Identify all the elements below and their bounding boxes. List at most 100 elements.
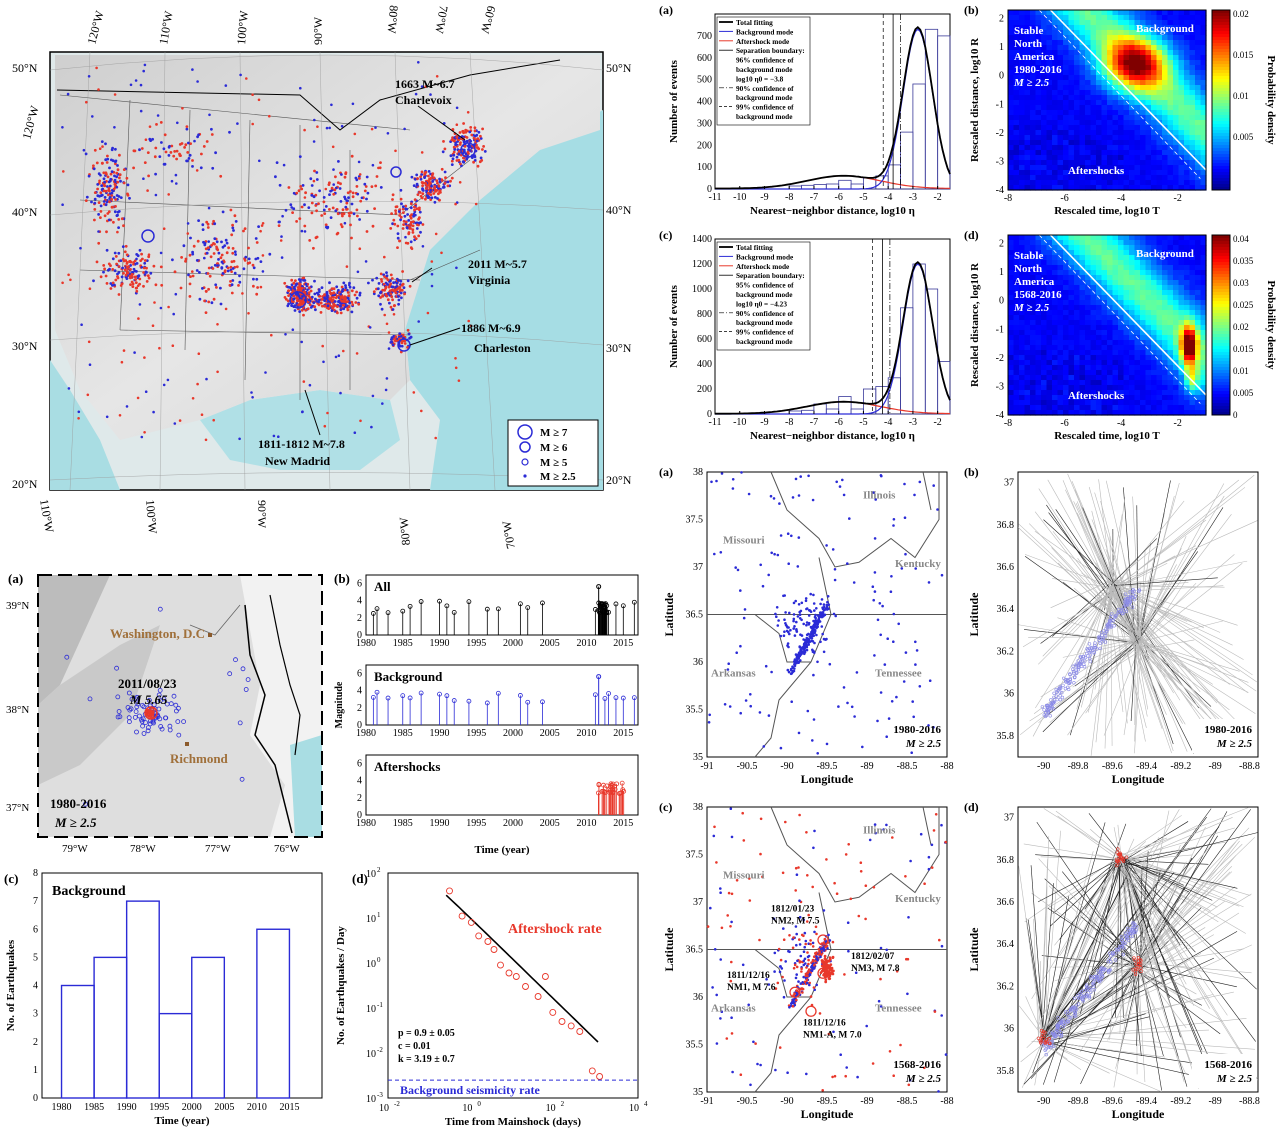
y-tick-label: -3 — [996, 156, 1004, 167]
earthquake-dot — [88, 75, 91, 78]
density-cell — [1113, 260, 1119, 266]
earthquake-dot — [421, 182, 424, 185]
earthquake-dot — [121, 361, 124, 364]
earthquake-dot — [279, 184, 282, 187]
earthquake-dot — [102, 271, 105, 274]
density-cell — [1102, 105, 1108, 111]
density-cell — [1151, 80, 1157, 86]
density-cell — [1157, 150, 1163, 156]
density-cell — [1102, 50, 1108, 56]
density-cell — [1102, 15, 1108, 21]
density-cell — [1190, 80, 1196, 86]
density-cell — [1058, 80, 1064, 86]
density-cell — [1118, 150, 1124, 156]
earthquake-dot — [107, 194, 110, 197]
density-cell — [1179, 55, 1185, 61]
density-cell — [1085, 115, 1091, 121]
density-cell — [1157, 70, 1163, 76]
density-cell — [1063, 65, 1069, 71]
earthquake-dot — [231, 252, 234, 255]
density-cell — [1030, 235, 1036, 241]
density-cell — [1069, 295, 1075, 301]
density-cell — [1107, 40, 1113, 46]
density-cell — [1146, 10, 1152, 16]
density-cell — [1014, 130, 1020, 136]
density-cell — [1124, 405, 1130, 411]
density-cell — [1063, 255, 1069, 261]
earthquake-dot — [97, 230, 100, 233]
density-cell — [1146, 85, 1152, 91]
density-cell — [1190, 285, 1196, 291]
density-cell — [1151, 365, 1157, 371]
panel-label: (c) — [659, 228, 672, 242]
density-cell — [1184, 65, 1190, 71]
density-cell — [1124, 25, 1130, 31]
earthquake-dot — [447, 185, 450, 188]
earthquake-dot — [339, 305, 342, 308]
density-cell — [1184, 40, 1190, 46]
colorbar-cell — [1212, 247, 1230, 251]
earthquake-dot — [328, 289, 331, 292]
density-cell — [1118, 270, 1124, 276]
density-cell — [1036, 100, 1042, 106]
density-cell — [1063, 60, 1069, 66]
density-cell — [1179, 70, 1185, 76]
earthquake-dot — [405, 208, 408, 211]
density-cell — [1052, 270, 1058, 276]
colorbar-cell — [1212, 151, 1230, 155]
density-cell — [1091, 70, 1097, 76]
density-cell — [1069, 115, 1075, 121]
x-tick-label: -10 — [733, 192, 746, 203]
density-cell — [1135, 265, 1141, 271]
density-cell — [1074, 120, 1080, 126]
density-cell — [1052, 255, 1058, 261]
density-cell — [1190, 240, 1196, 246]
earthquake-dot — [61, 126, 64, 129]
density-cell — [1168, 155, 1174, 161]
density-cell — [1162, 90, 1168, 96]
density-cell — [1019, 100, 1025, 106]
background-region-label: Background — [1136, 248, 1194, 260]
earthquake-dot — [112, 159, 115, 162]
density-cell — [1151, 405, 1157, 411]
density-cell — [1113, 100, 1119, 106]
colorbar-tick-label: 0.02 — [1233, 9, 1249, 19]
density-cell — [1019, 335, 1025, 341]
earthquake-dot — [115, 160, 118, 163]
density-cell — [1113, 365, 1119, 371]
earthquake-dot — [160, 266, 163, 269]
density-cell — [1135, 350, 1141, 356]
colorbar-cell — [1212, 184, 1230, 188]
earthquake-dot — [61, 282, 64, 285]
density-cell — [1091, 365, 1097, 371]
density-cell — [1113, 255, 1119, 261]
earthquake-dot — [459, 131, 462, 134]
density-cell — [1096, 320, 1102, 326]
earthquake-dot — [118, 154, 121, 157]
earthquake-dot — [69, 279, 72, 282]
earthquake-dot — [442, 186, 445, 189]
earthquake-dot — [167, 193, 170, 196]
density-cell — [1184, 110, 1190, 116]
density-cell — [1047, 155, 1053, 161]
density-cell — [1129, 60, 1135, 66]
density-cell — [1008, 135, 1014, 141]
density-cell — [1019, 95, 1025, 101]
density-cell — [1157, 390, 1163, 396]
density-cell — [1173, 45, 1179, 51]
density-cell — [1102, 80, 1108, 86]
density-cell — [1135, 170, 1141, 176]
legend-label: log10 η0 = −4.23 — [736, 299, 787, 308]
earthquake-dot — [181, 142, 184, 145]
density-cell — [1151, 390, 1157, 396]
density-cell — [1096, 15, 1102, 21]
density-cell — [1063, 340, 1069, 346]
density-cell — [1019, 165, 1025, 171]
density-cell — [1096, 325, 1102, 331]
annotation-charlevoix-2: Charlevoix — [395, 93, 452, 107]
density-cell — [1135, 280, 1141, 286]
earthquake-dot — [97, 242, 100, 245]
density-cell — [1168, 265, 1174, 271]
density-cell — [1069, 335, 1075, 341]
density-cell — [1036, 240, 1042, 246]
